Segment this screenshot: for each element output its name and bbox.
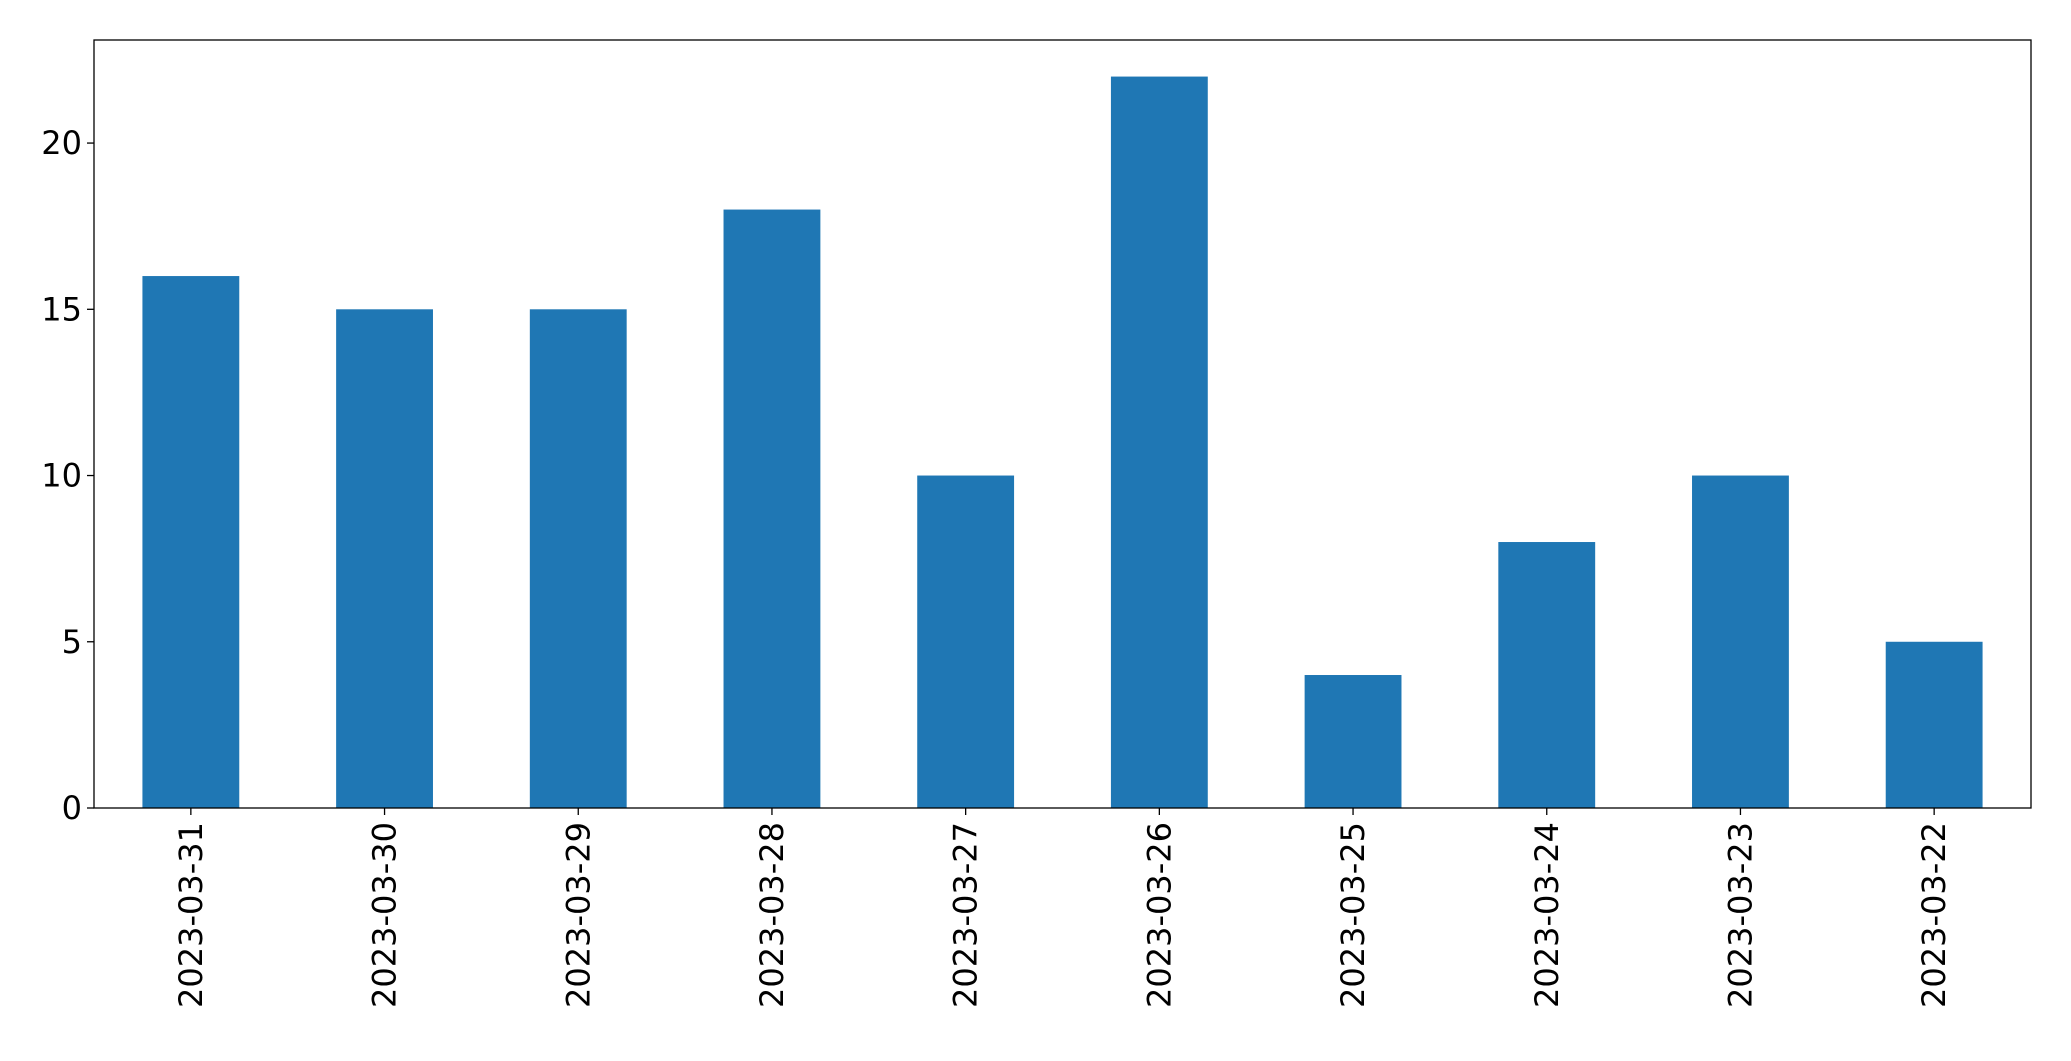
bar <box>1692 475 1789 808</box>
x-tick-label: 2023-03-23 <box>1721 822 1759 1008</box>
x-tick-label: 2023-03-31 <box>172 822 210 1008</box>
bar <box>917 475 1015 808</box>
bar <box>336 309 433 808</box>
y-tick-label: 20 <box>41 124 82 162</box>
bar <box>723 209 821 808</box>
x-tick-label: 2023-03-25 <box>1334 822 1372 1008</box>
y-tick-label: 10 <box>41 457 82 495</box>
x-tick-label: 2023-03-29 <box>559 822 597 1008</box>
x-tick-label: 2023-03-24 <box>1528 822 1566 1008</box>
plot-frame <box>93 39 2032 809</box>
x-tick-label: 2023-03-28 <box>753 822 791 1008</box>
bar <box>529 309 627 808</box>
bar <box>1110 76 1208 809</box>
bar <box>142 276 240 808</box>
bar <box>1498 542 1596 808</box>
y-tick-label: 0 <box>62 789 82 827</box>
x-tick-label: 2023-03-27 <box>947 822 985 1008</box>
y-tick-label: 15 <box>41 290 82 328</box>
bar <box>1304 675 1402 808</box>
y-tick-label: 5 <box>62 623 82 661</box>
x-tick-label: 2023-03-30 <box>366 822 404 1008</box>
bar <box>1885 641 1983 808</box>
x-tick-label: 2023-03-26 <box>1140 822 1178 1008</box>
x-tick-label: 2023-03-22 <box>1915 822 1953 1008</box>
